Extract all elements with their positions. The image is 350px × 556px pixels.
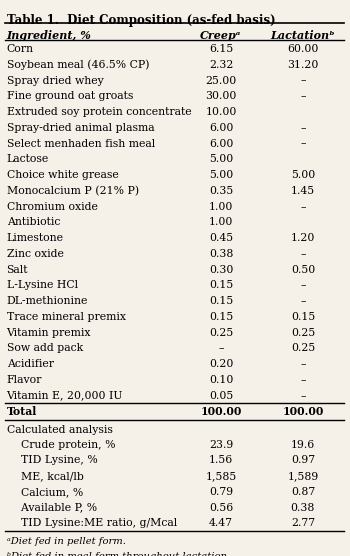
Text: –: – — [300, 375, 306, 385]
Text: 0.50: 0.50 — [291, 265, 315, 275]
Text: 0.79: 0.79 — [209, 486, 233, 497]
Text: 0.05: 0.05 — [209, 391, 233, 401]
Text: 0.25: 0.25 — [209, 327, 233, 337]
Text: Monocalcium P (21% P): Monocalcium P (21% P) — [7, 186, 139, 196]
Text: ME, kcal/lb: ME, kcal/lb — [7, 471, 83, 481]
Text: –: – — [300, 249, 306, 259]
Text: 1,585: 1,585 — [205, 471, 237, 481]
Text: –: – — [300, 359, 306, 369]
Text: 0.87: 0.87 — [291, 486, 315, 497]
Text: 0.10: 0.10 — [209, 375, 233, 385]
Text: 100.00: 100.00 — [282, 406, 324, 417]
Text: 0.56: 0.56 — [209, 503, 233, 513]
Text: –: – — [300, 280, 306, 290]
Text: DL-methionine: DL-methionine — [7, 296, 88, 306]
Text: Extruded soy protein concentrate: Extruded soy protein concentrate — [7, 107, 191, 117]
Text: Available P, %: Available P, % — [7, 503, 97, 513]
Text: 25.00: 25.00 — [205, 76, 237, 86]
Text: 0.20: 0.20 — [209, 359, 233, 369]
Text: 0.35: 0.35 — [209, 186, 233, 196]
Text: Sow add pack: Sow add pack — [7, 344, 83, 354]
Text: 5.00: 5.00 — [209, 170, 233, 180]
Text: 1,589: 1,589 — [287, 471, 318, 481]
Text: Total: Total — [7, 406, 37, 417]
Text: –: – — [300, 76, 306, 86]
Text: 0.97: 0.97 — [291, 455, 315, 465]
Text: 0.15: 0.15 — [209, 296, 233, 306]
Text: Select menhaden fish meal: Select menhaden fish meal — [7, 138, 155, 148]
Text: 1.45: 1.45 — [291, 186, 315, 196]
Text: TID Lysine, %: TID Lysine, % — [7, 455, 97, 465]
Text: 0.15: 0.15 — [209, 280, 233, 290]
Text: 19.6: 19.6 — [291, 439, 315, 449]
Text: 1.00: 1.00 — [209, 202, 233, 212]
Text: 0.30: 0.30 — [209, 265, 233, 275]
Text: Lactose: Lactose — [7, 155, 49, 165]
Text: Calculated analysis: Calculated analysis — [7, 425, 112, 435]
Text: Limestone: Limestone — [7, 233, 64, 243]
Text: Spray dried whey: Spray dried whey — [7, 76, 103, 86]
Text: Zinc oxide: Zinc oxide — [7, 249, 63, 259]
Text: TID Lysine:ME ratio, g/Mcal: TID Lysine:ME ratio, g/Mcal — [7, 518, 177, 528]
Text: –: – — [300, 138, 306, 148]
Text: 0.15: 0.15 — [291, 312, 315, 322]
Text: 6.00: 6.00 — [209, 138, 233, 148]
Text: Vitamin premix: Vitamin premix — [7, 327, 91, 337]
Text: Chromium oxide: Chromium oxide — [7, 202, 97, 212]
Text: 0.25: 0.25 — [291, 344, 315, 354]
Text: 30.00: 30.00 — [205, 91, 237, 101]
Text: 1.00: 1.00 — [209, 217, 233, 227]
Text: 1.56: 1.56 — [209, 455, 233, 465]
Text: Salt: Salt — [7, 265, 28, 275]
Text: Calcium, %: Calcium, % — [7, 486, 83, 497]
Text: Crude protein, %: Crude protein, % — [7, 439, 115, 449]
Text: L-Lysine HCl: L-Lysine HCl — [7, 280, 78, 290]
Text: Soybean meal (46.5% CP): Soybean meal (46.5% CP) — [7, 60, 149, 71]
Text: –: – — [300, 202, 306, 212]
Text: 5.00: 5.00 — [291, 170, 315, 180]
Text: 4.47: 4.47 — [209, 518, 233, 528]
Text: –: – — [300, 123, 306, 133]
Text: Corn: Corn — [7, 44, 34, 54]
Text: –: – — [218, 344, 224, 354]
Text: –: – — [300, 391, 306, 401]
Text: 10.00: 10.00 — [205, 107, 237, 117]
Text: 31.20: 31.20 — [287, 60, 318, 70]
Text: 1.20: 1.20 — [291, 233, 315, 243]
Text: ᵃDiet fed in pellet form.: ᵃDiet fed in pellet form. — [7, 537, 125, 546]
Text: 2.77: 2.77 — [291, 518, 315, 528]
Text: Trace mineral premix: Trace mineral premix — [7, 312, 126, 322]
Text: 0.38: 0.38 — [291, 503, 315, 513]
Text: 6.00: 6.00 — [209, 123, 233, 133]
Text: ᵇDiet fed in meal form throughout lactation.: ᵇDiet fed in meal form throughout lactat… — [7, 552, 230, 556]
Text: –: – — [300, 91, 306, 101]
Text: 5.00: 5.00 — [209, 155, 233, 165]
Text: 0.45: 0.45 — [209, 233, 233, 243]
Text: Table 1.  Diet Composition (as-fed basis): Table 1. Diet Composition (as-fed basis) — [7, 13, 275, 27]
Text: Creepᵃ: Creepᵃ — [200, 30, 242, 41]
Text: Vitamin E, 20,000 IU: Vitamin E, 20,000 IU — [7, 391, 123, 401]
Text: 23.9: 23.9 — [209, 439, 233, 449]
Text: Flavor: Flavor — [7, 375, 42, 385]
Text: Lactationᵇ: Lactationᵇ — [271, 30, 335, 41]
Text: 0.38: 0.38 — [209, 249, 233, 259]
Text: Fine ground oat groats: Fine ground oat groats — [7, 91, 133, 101]
Text: 100.00: 100.00 — [200, 406, 242, 417]
Text: Acidifier: Acidifier — [7, 359, 54, 369]
Text: 2.32: 2.32 — [209, 60, 233, 70]
Text: 60.00: 60.00 — [287, 44, 318, 54]
Text: –: – — [300, 296, 306, 306]
Text: Antibiotic: Antibiotic — [7, 217, 60, 227]
Text: 0.15: 0.15 — [209, 312, 233, 322]
Text: Choice white grease: Choice white grease — [7, 170, 118, 180]
Text: Ingredient, %: Ingredient, % — [7, 30, 91, 41]
Text: 6.15: 6.15 — [209, 44, 233, 54]
Text: Spray-dried animal plasma: Spray-dried animal plasma — [7, 123, 154, 133]
Text: 0.25: 0.25 — [291, 327, 315, 337]
